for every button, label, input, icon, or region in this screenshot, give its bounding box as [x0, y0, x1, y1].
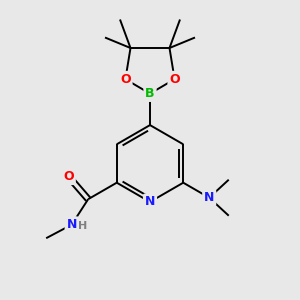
Text: N: N	[67, 218, 77, 231]
Text: B: B	[145, 87, 155, 100]
Text: N: N	[204, 191, 214, 204]
Text: N: N	[145, 195, 155, 208]
Text: O: O	[169, 73, 180, 86]
Text: H: H	[78, 221, 88, 231]
Text: O: O	[120, 73, 131, 86]
Text: O: O	[63, 170, 74, 183]
